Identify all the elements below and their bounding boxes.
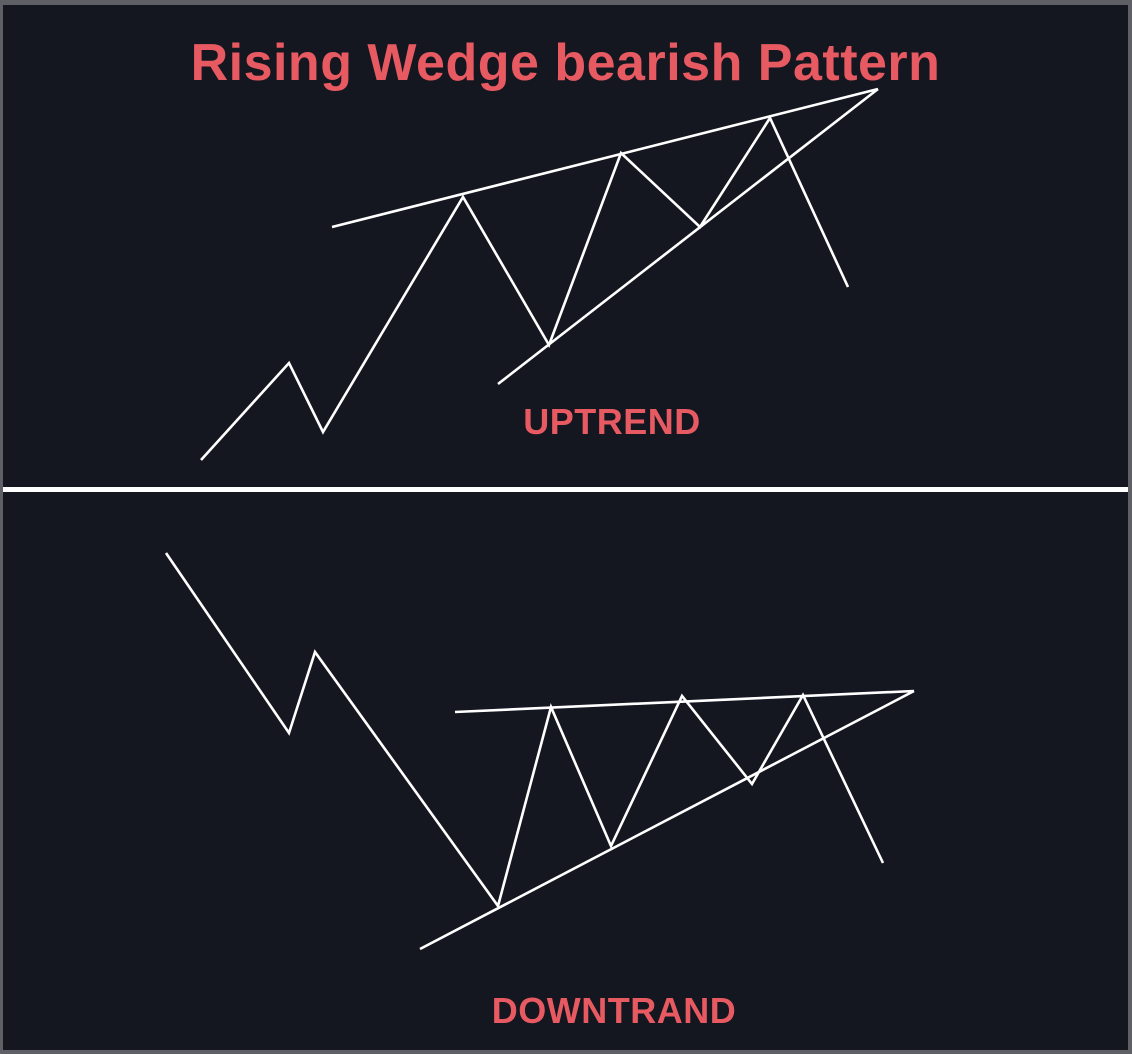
uptrend-support-line xyxy=(497,87,879,386)
downtrend-resistance-line xyxy=(454,689,915,714)
downtrend-chart xyxy=(164,552,915,951)
downtrend-panel: DOWNTRAND xyxy=(3,492,1128,1050)
downtrend-label: DOWNTRAND xyxy=(491,990,737,1031)
downtrend-price-path xyxy=(164,552,885,909)
panel-divider xyxy=(3,487,1128,492)
uptrend-label: UPTREND xyxy=(523,401,701,442)
diagram-title: Rising Wedge bearish Pattern xyxy=(190,34,941,92)
uptrend-panel: Rising Wedge bearish Pattern UPTREND xyxy=(3,5,1128,487)
uptrend-chart xyxy=(200,87,879,461)
downtrend-support-line xyxy=(419,689,915,951)
uptrend-resistance-line xyxy=(331,87,879,229)
